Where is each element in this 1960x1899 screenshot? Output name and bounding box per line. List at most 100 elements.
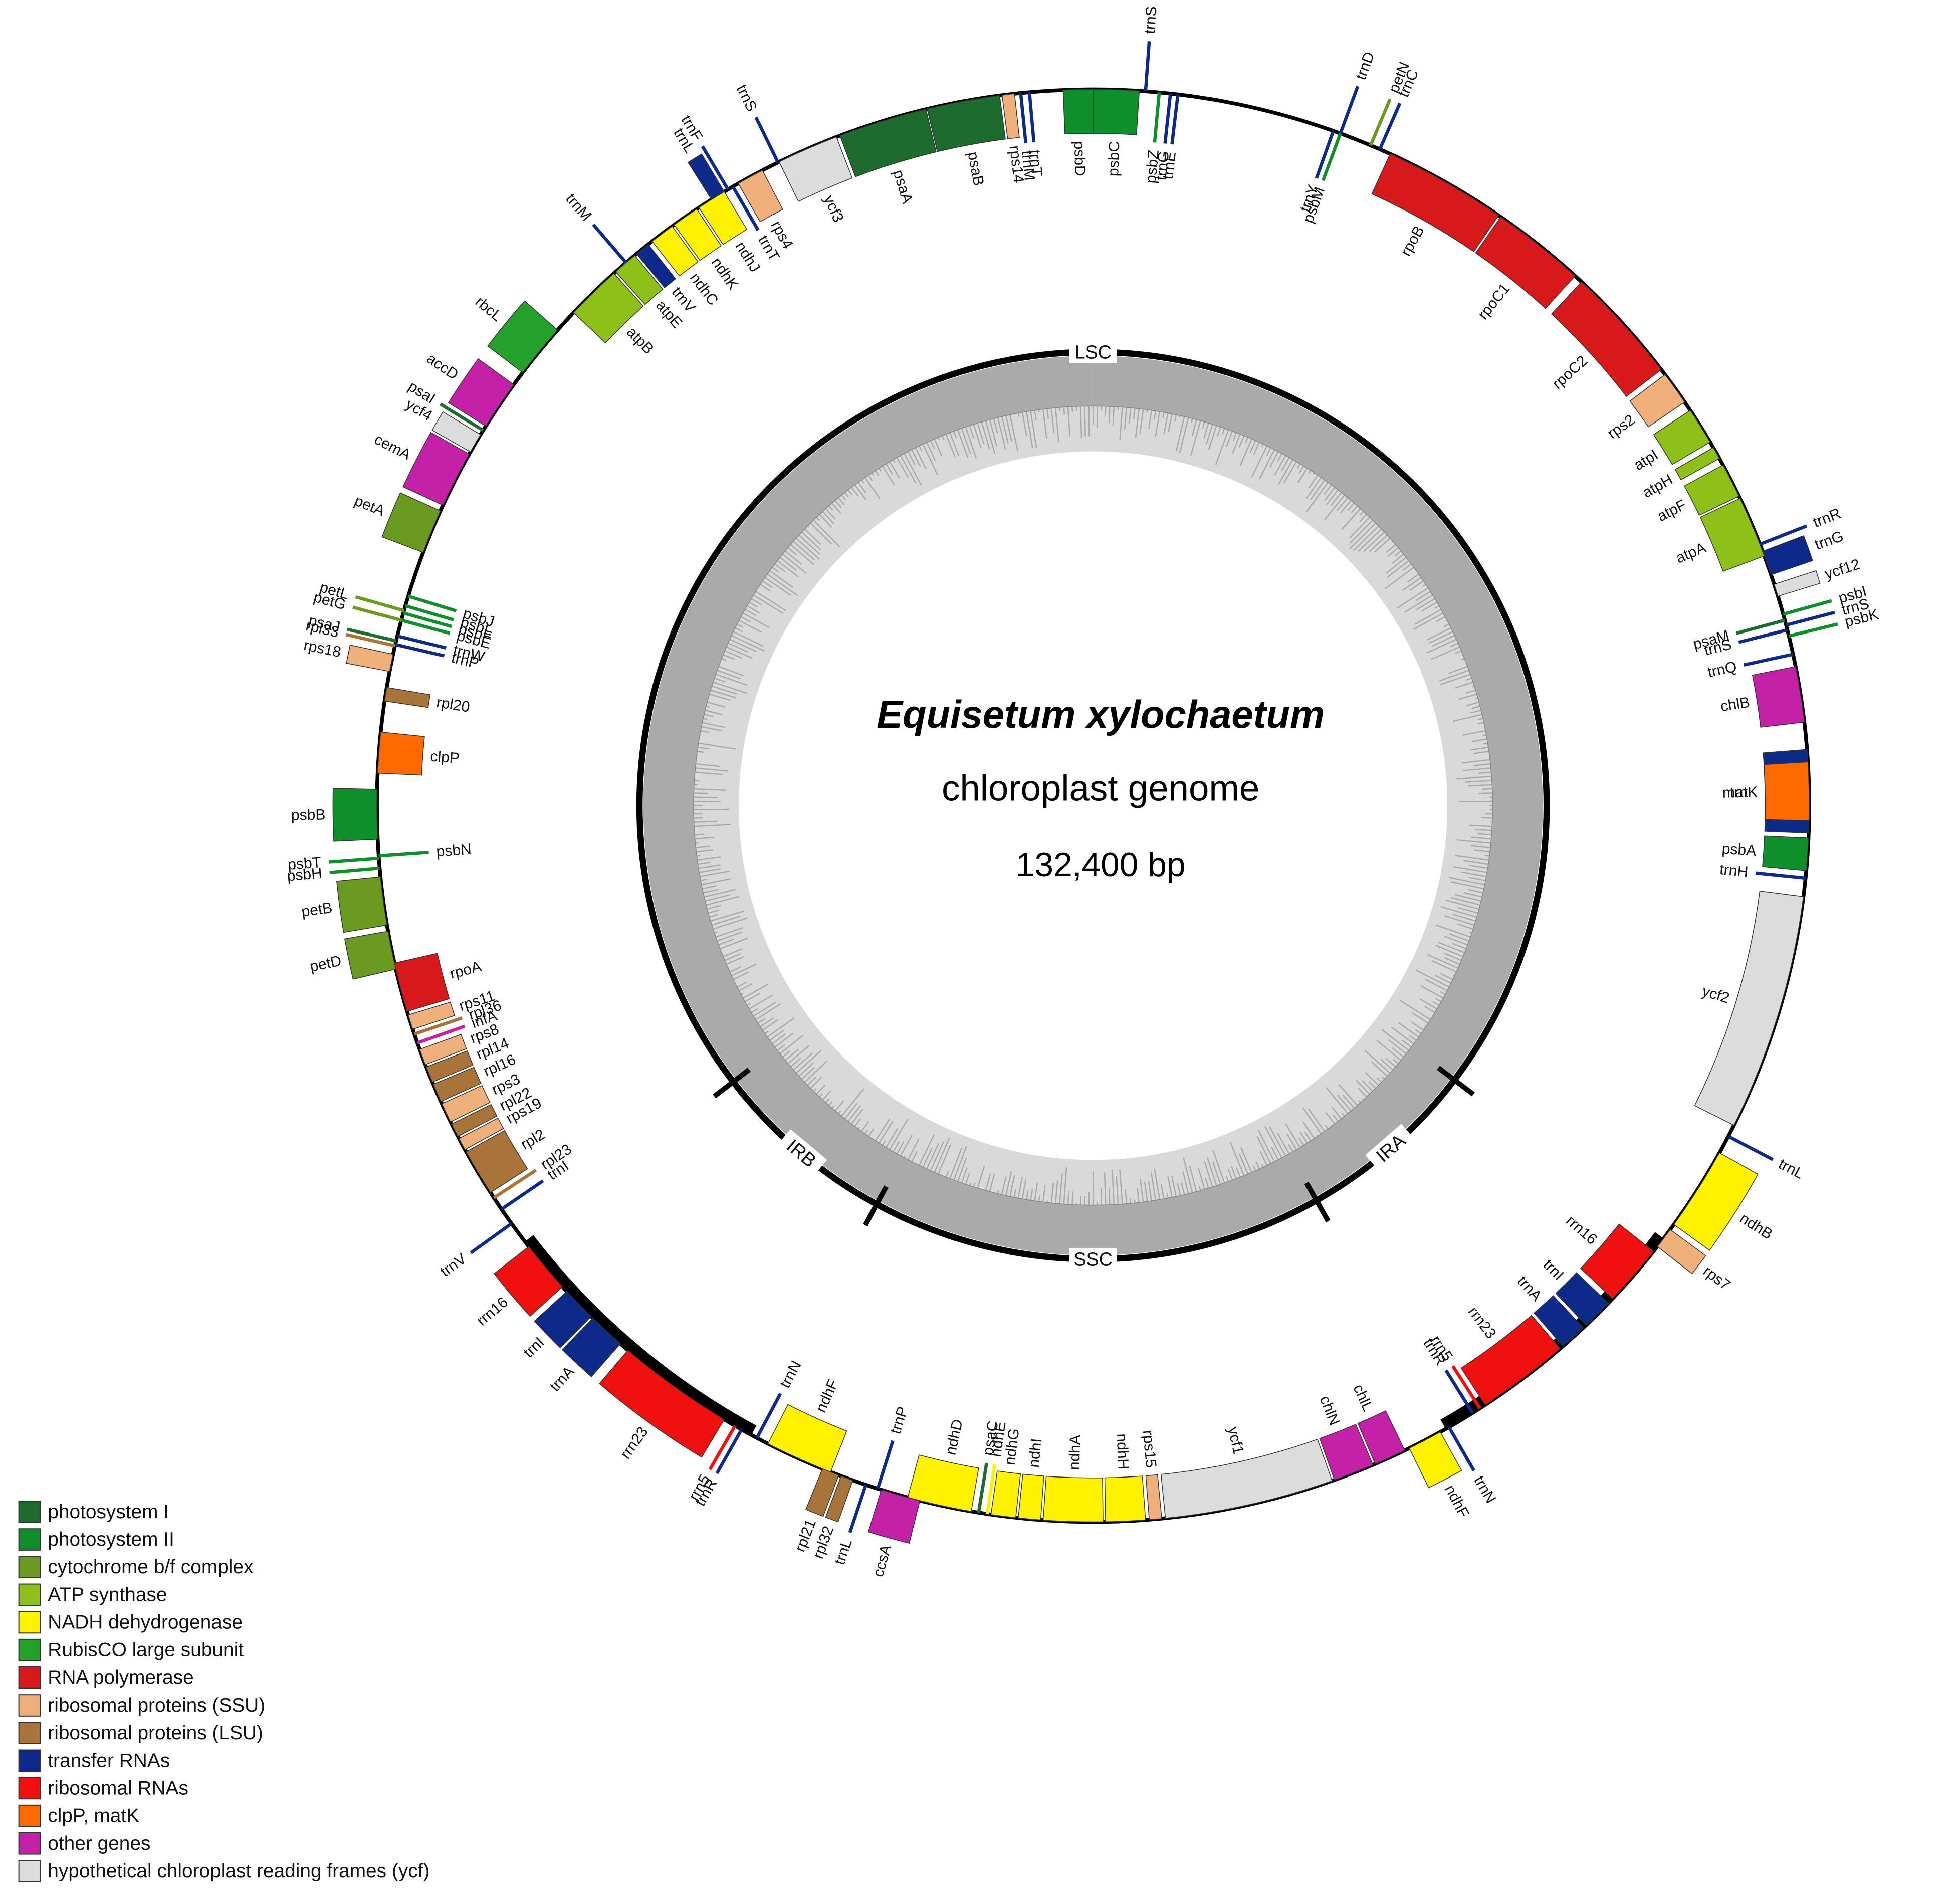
gc-spike <box>733 971 749 980</box>
gc-spike <box>714 931 718 934</box>
gc-spike <box>1452 913 1476 922</box>
gc-spike <box>941 435 945 441</box>
gc-spike <box>787 1045 810 1064</box>
gc-spike <box>1112 406 1115 426</box>
gc-spike <box>1009 414 1018 451</box>
gene-mark <box>715 1428 743 1474</box>
gc-spike <box>782 553 807 574</box>
gene-mark <box>731 185 760 231</box>
gc-spike <box>1364 1049 1391 1074</box>
gc-spike <box>729 639 757 652</box>
gene-label: psbB <box>291 807 326 824</box>
gc-spike <box>1108 406 1111 424</box>
gc-spike <box>1021 412 1027 437</box>
gc-spike <box>1449 877 1485 886</box>
gc-spike <box>1229 1141 1245 1176</box>
gc-spike <box>1050 1182 1054 1203</box>
gc-spike <box>707 905 722 910</box>
gc-spike <box>1462 730 1486 736</box>
gc-spike <box>793 541 815 561</box>
gc-spike <box>854 484 866 500</box>
gene-label: psbH <box>286 865 323 885</box>
gc-spike <box>1306 482 1329 512</box>
gc-spike <box>841 495 846 501</box>
gene-mark <box>985 1464 996 1515</box>
gc-spike <box>717 931 743 942</box>
gene-label: clpP <box>429 748 460 767</box>
region-label: LSC <box>1075 341 1112 362</box>
gc-spike <box>751 1008 758 1013</box>
gc-spike <box>1021 1179 1027 1199</box>
gc-spike <box>728 643 749 653</box>
gc-spike <box>965 1173 970 1185</box>
gc-spike <box>882 1140 886 1146</box>
gc-spike <box>1144 1181 1148 1202</box>
legend-swatch <box>18 1749 41 1772</box>
gc-spike <box>1235 1167 1241 1178</box>
gc-spike <box>1046 408 1049 419</box>
gene-box <box>1371 153 1499 253</box>
gc-spike <box>1349 519 1373 544</box>
gc-spike <box>1177 1183 1181 1196</box>
gc-spike <box>1426 639 1457 654</box>
gc-spike <box>696 849 713 853</box>
gc-spike <box>693 808 730 811</box>
gc-spike <box>1190 418 1193 424</box>
gc-spike <box>1190 420 1201 456</box>
gc-spike <box>841 1088 865 1117</box>
gc-spike <box>957 429 969 458</box>
gene-mark <box>470 1222 513 1254</box>
gene-mark <box>1027 92 1036 143</box>
gene-mark <box>1315 130 1335 179</box>
gene-label: trnT <box>1026 149 1045 177</box>
gene-label: ndhB <box>1737 1210 1776 1243</box>
gc-spike <box>861 1121 869 1132</box>
gc-spike <box>1179 417 1189 454</box>
gc-spike <box>1005 1171 1012 1196</box>
gc-spike <box>1232 434 1241 454</box>
gc-spike <box>1452 943 1466 950</box>
gc-spike <box>1432 635 1455 647</box>
gc-spike <box>1232 432 1237 441</box>
gc-spike <box>1227 1168 1233 1181</box>
gc-spike <box>934 439 943 456</box>
gene-mark <box>413 1016 463 1036</box>
gc-spike <box>1470 845 1491 849</box>
gc-spike <box>893 1141 900 1152</box>
gc-spike <box>1438 941 1465 954</box>
gene-label: ndhD <box>942 1418 966 1456</box>
gc-spike <box>1261 1164 1264 1168</box>
gc-spike <box>1030 1188 1033 1201</box>
gc-spike <box>1376 1039 1402 1061</box>
gene-box <box>1694 891 1804 1126</box>
gc-spike <box>896 457 909 478</box>
gene-mark <box>500 1179 544 1211</box>
gene-box <box>441 1085 491 1123</box>
gc-spike <box>1393 1059 1399 1064</box>
gc-spike <box>825 1098 830 1103</box>
gc-spike <box>1342 1095 1355 1109</box>
gc-spike <box>700 730 709 733</box>
gc-spike <box>1368 1081 1376 1089</box>
gc-spike <box>1478 771 1491 774</box>
gene-box <box>1580 1223 1654 1300</box>
gc-spike <box>1034 1183 1038 1201</box>
gc-spike <box>1034 410 1037 420</box>
gc-spike <box>945 1171 949 1178</box>
gene-box <box>825 1475 853 1523</box>
gc-spike <box>700 870 730 877</box>
legend-label: other genes <box>48 1833 150 1854</box>
gc-spike <box>1440 674 1471 686</box>
gene-box <box>458 1117 504 1150</box>
gc-spike <box>1477 833 1492 836</box>
gc-spike <box>1100 1188 1103 1205</box>
gc-spike <box>757 1018 766 1024</box>
gc-spike <box>1463 892 1482 898</box>
gc-spike <box>1451 897 1480 906</box>
legend-label: ribosomal RNAs <box>48 1777 188 1799</box>
gene-box <box>990 1470 1021 1518</box>
gc-spike <box>989 1173 995 1192</box>
gene-mark <box>1451 1365 1481 1409</box>
gc-spike <box>1245 437 1249 443</box>
